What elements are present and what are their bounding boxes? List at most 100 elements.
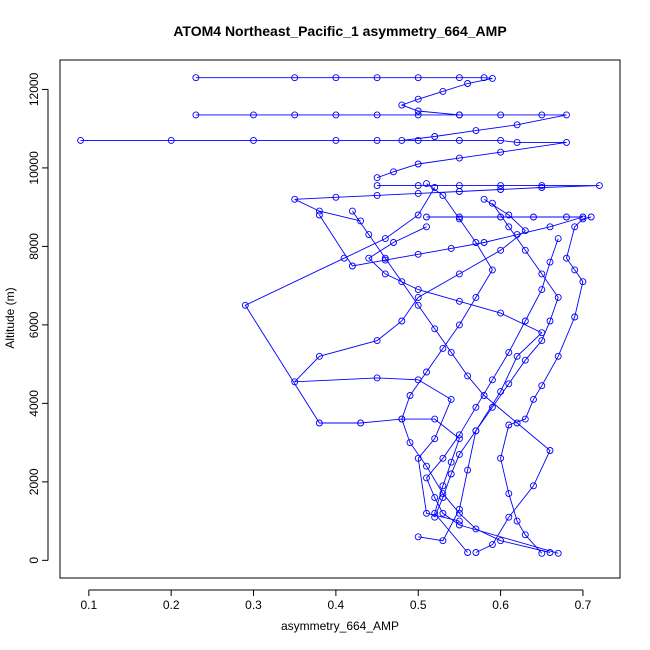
data-point	[472, 127, 480, 135]
data-point	[505, 380, 513, 388]
x-tick-label: 0.6	[492, 598, 509, 612]
data-point	[563, 254, 570, 262]
data-point	[373, 136, 381, 144]
data-point	[538, 184, 546, 191]
data-point	[538, 270, 546, 278]
y-tick-label: 2000	[27, 468, 41, 495]
data-point	[439, 344, 447, 352]
data-series	[497, 213, 595, 557]
data-point	[439, 454, 447, 462]
data-series	[423, 235, 562, 557]
data-point	[554, 293, 562, 301]
x-tick-label: 0.4	[328, 598, 345, 612]
data-series	[77, 136, 570, 182]
data-point	[381, 270, 389, 278]
data-point	[373, 374, 381, 382]
data-point	[554, 549, 562, 557]
series-line	[368, 226, 543, 542]
data-point	[447, 470, 455, 478]
data-point	[538, 111, 546, 119]
data-point	[373, 74, 381, 82]
data-point	[455, 111, 463, 119]
series-line	[319, 214, 584, 267]
data-point	[546, 447, 554, 454]
data-point	[521, 246, 529, 254]
data-point	[439, 87, 447, 95]
data-point	[546, 258, 554, 266]
data-point	[488, 266, 496, 274]
data-point	[497, 537, 505, 545]
x-tick-label: 0.7	[575, 598, 592, 612]
data-point	[538, 382, 546, 390]
series-line	[293, 198, 526, 522]
data-point	[455, 297, 463, 305]
data-series	[365, 223, 546, 545]
data-point	[505, 223, 513, 231]
data-point	[521, 317, 529, 325]
data-point	[472, 239, 480, 246]
y-tick-label: 0	[27, 557, 41, 564]
data-series	[291, 182, 603, 225]
data-point	[398, 278, 406, 286]
data-point	[357, 419, 365, 427]
series-line	[401, 183, 551, 553]
data-point	[414, 454, 422, 462]
data-point	[587, 213, 595, 221]
data-point	[414, 211, 422, 219]
data-point	[414, 182, 422, 190]
data-point	[497, 213, 505, 221]
data-point	[250, 136, 257, 144]
data-point	[439, 537, 447, 545]
data-point	[530, 395, 537, 403]
data-series	[315, 211, 587, 270]
y-tick-label: 8000	[27, 233, 41, 260]
data-point	[455, 521, 463, 529]
data-point	[431, 184, 439, 191]
data-point	[554, 235, 562, 243]
data-point	[505, 211, 513, 219]
data-series	[291, 195, 529, 525]
data-point	[414, 301, 422, 309]
data-point	[538, 286, 546, 294]
series-line	[500, 216, 592, 554]
data-point	[455, 450, 463, 458]
data-point	[464, 549, 472, 556]
data-point	[571, 223, 579, 231]
data-point	[398, 415, 406, 423]
data-point	[480, 239, 488, 246]
data-point	[472, 403, 480, 411]
data-point	[497, 148, 505, 156]
data-point	[563, 213, 570, 221]
data-point	[423, 368, 430, 376]
data-series	[348, 207, 554, 556]
data-point	[455, 505, 463, 513]
data-point	[530, 213, 537, 221]
data-point	[398, 317, 406, 325]
data-point	[538, 329, 546, 337]
data-point	[406, 392, 414, 399]
data-point	[414, 293, 422, 301]
data-point	[381, 235, 389, 243]
data-point	[373, 174, 381, 182]
data-point	[521, 356, 529, 364]
data-point	[390, 239, 397, 246]
data-point	[455, 213, 463, 221]
data-point	[439, 509, 447, 517]
data-point	[447, 348, 455, 356]
data-point	[332, 136, 340, 144]
data-point	[579, 213, 587, 221]
data-point	[414, 376, 422, 384]
data-point	[472, 427, 480, 435]
data-point	[455, 188, 463, 195]
data-point	[414, 286, 422, 294]
data-point	[505, 490, 513, 498]
data-point	[455, 215, 463, 223]
data-point	[497, 246, 505, 254]
data-point	[497, 186, 505, 193]
data-point	[315, 211, 323, 219]
data-point	[521, 227, 529, 235]
data-point	[431, 435, 439, 443]
data-point	[291, 378, 299, 386]
